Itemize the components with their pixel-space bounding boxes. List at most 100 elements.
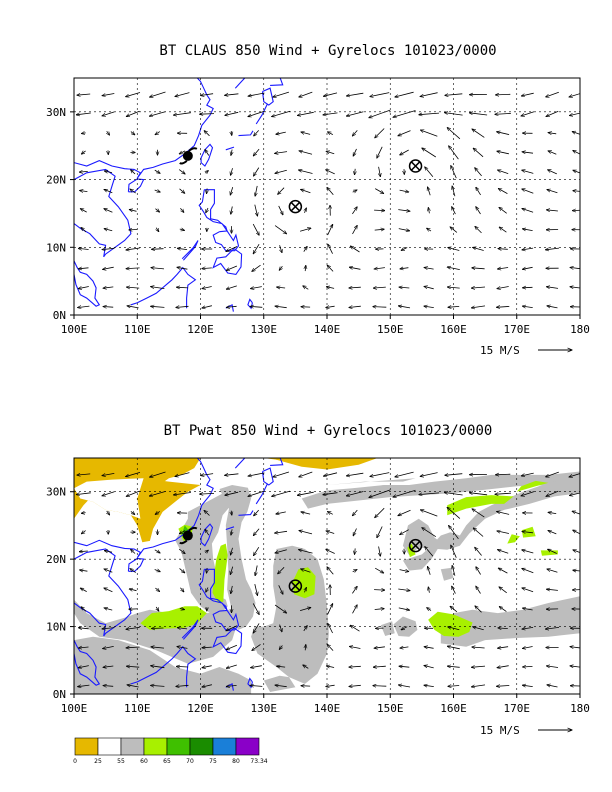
wind-vector (176, 666, 188, 667)
wind-vector (248, 472, 265, 476)
coastline (198, 189, 228, 232)
wind-vector (299, 608, 311, 611)
wind-vector (102, 473, 115, 475)
wind-vector (424, 268, 434, 270)
wind-vector (253, 528, 260, 536)
wind-vector (498, 550, 509, 554)
gyre-marker-layer (179, 147, 423, 214)
wind-vector (352, 130, 358, 136)
wind-vector (374, 229, 385, 230)
wind-vector (328, 132, 333, 135)
wind-vector (326, 170, 335, 175)
wind-vector (275, 306, 287, 308)
wind-vector (349, 666, 361, 667)
wind-vector (398, 130, 411, 136)
wind-vector (252, 264, 261, 271)
wind-vector (231, 206, 233, 215)
wind-vector (326, 287, 335, 289)
panel-claus-wind: BT CLAUS 850 Wind + Gyrelocs 101023/0000… (46, 43, 590, 357)
wind-vector (398, 306, 411, 309)
wind-vector (231, 168, 233, 175)
wind-vector (475, 168, 482, 177)
wind-vector (178, 169, 185, 174)
gyre-location-marker (288, 199, 303, 214)
coastline (181, 240, 199, 261)
wind-vector-layer (76, 471, 580, 687)
wind-vector (425, 167, 434, 177)
wind-vector (202, 287, 212, 289)
wind-vector (424, 647, 434, 649)
wind-vector (522, 189, 534, 194)
y-tick-label: 20N (46, 553, 66, 566)
wind-vector (424, 286, 434, 290)
wind-vector (349, 267, 361, 269)
wind-vector (398, 228, 410, 231)
wind-vector (276, 131, 286, 134)
wind-vector (78, 268, 89, 269)
chart-title: BT Pwat 850 Wind + Gyrelocs 101023/0000 (164, 423, 493, 439)
wind-vector (103, 666, 114, 667)
wind-vector (254, 546, 260, 555)
wind-vector (499, 227, 507, 233)
coastline (225, 303, 234, 312)
wind-vector (150, 471, 166, 477)
wind-vector (180, 208, 184, 212)
wind-vector (276, 512, 286, 514)
wind-vector (373, 287, 386, 288)
wind-vector (374, 609, 385, 610)
wind-vector (498, 628, 508, 629)
wind-vector (449, 146, 459, 160)
wind-vector (254, 204, 258, 216)
wind-vector (445, 94, 463, 96)
pwat-region-bin-55-60 (74, 636, 252, 694)
y-tick-label: 30N (46, 486, 66, 499)
wind-vector (349, 646, 361, 648)
wind-vector (201, 94, 214, 96)
colorbar-swatch (74, 737, 99, 756)
coastline (130, 645, 197, 688)
wind-vector (179, 608, 185, 609)
wind-vector (427, 228, 432, 231)
wind-vector (102, 491, 115, 496)
wind-vector (546, 110, 559, 116)
wind-vector (370, 92, 390, 97)
wind-vector (475, 547, 482, 556)
wind-vector (254, 584, 258, 595)
wind-vector (230, 186, 232, 195)
wind-vector (230, 566, 232, 575)
colorbar-swatch (235, 737, 260, 756)
coastline (261, 87, 274, 106)
gyre-location-marker (408, 159, 423, 173)
wind-vector (81, 151, 86, 154)
wind-vector (254, 509, 259, 516)
wind-vector-layer (76, 91, 580, 309)
wind-vector (176, 685, 189, 686)
wind-vector (497, 666, 509, 668)
wind-vector (548, 512, 557, 513)
wind-vector (546, 666, 559, 668)
wind-vector (78, 286, 89, 289)
wind-vector (569, 473, 580, 477)
wind-vector (154, 190, 161, 192)
wind-vector (522, 647, 533, 649)
wind-vector (497, 151, 509, 155)
wind-vector (103, 686, 114, 687)
wind-vector (107, 510, 110, 515)
wind-vector (420, 510, 438, 517)
wind-vector (350, 625, 360, 632)
wind-vector (177, 628, 188, 629)
wind-vector (379, 546, 381, 557)
wind-vector (448, 306, 460, 307)
wind-vector (155, 208, 159, 212)
wind-vector (569, 93, 580, 97)
wind-vector (476, 187, 481, 196)
x-tick-label: 120E (187, 323, 214, 336)
wind-vector (130, 132, 135, 135)
wind-vector (328, 512, 333, 515)
wind-vector (352, 605, 358, 614)
wind-vector (178, 548, 185, 553)
wind-vector (104, 551, 113, 553)
wind-vector (205, 529, 210, 536)
wind-vector (151, 647, 165, 648)
